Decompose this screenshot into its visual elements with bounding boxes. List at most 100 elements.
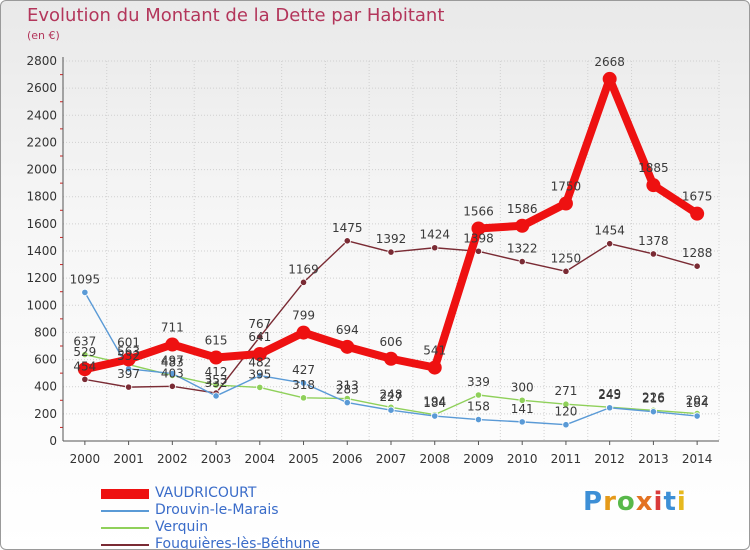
data-point: [168, 382, 176, 390]
y-tick-label: 2400: [26, 108, 57, 122]
data-label: 216: [642, 392, 665, 406]
data-label: 2668: [594, 55, 625, 69]
data-point: [299, 394, 308, 402]
data-point: [562, 400, 570, 408]
data-point: [649, 250, 658, 258]
data-point: [518, 418, 526, 426]
data-label: 202: [686, 394, 709, 408]
data-label: 799: [292, 309, 315, 323]
data-point: [606, 404, 614, 412]
chart-unit: (en €): [27, 29, 60, 42]
data-label: 283: [336, 383, 359, 397]
data-label: 482: [248, 356, 271, 370]
data-label: 1885: [638, 161, 669, 175]
x-tick-label: 2010: [507, 452, 538, 466]
data-label: 1675: [682, 190, 713, 204]
data-label: 412: [205, 365, 228, 379]
legend-swatch: [101, 509, 149, 512]
data-point: [340, 339, 355, 354]
data-point: [649, 408, 658, 416]
data-point: [431, 412, 439, 420]
legend-swatch: [101, 543, 149, 546]
data-point: [387, 248, 395, 256]
data-label: 226: [642, 390, 665, 404]
data-label: 1169: [288, 262, 319, 276]
data-point: [602, 71, 617, 86]
logo-letter: o: [616, 487, 636, 517]
data-point: [125, 383, 133, 391]
y-tick-label: 1400: [26, 244, 57, 258]
data-point: [431, 244, 439, 252]
data-point: [77, 362, 92, 377]
data-point: [384, 351, 398, 366]
data-point: [299, 379, 308, 387]
data-point: [518, 396, 526, 404]
x-tick-label: 2009: [463, 452, 494, 466]
data-point: [387, 406, 395, 414]
data-label: 184: [686, 396, 709, 410]
data-point: [518, 257, 526, 266]
data-point: [256, 333, 264, 341]
data-label: 245: [598, 388, 621, 402]
data-point: [693, 262, 701, 270]
legend-label: Verquin: [155, 519, 209, 535]
data-label: 271: [554, 384, 577, 398]
proxiti-logo: Proxiti: [583, 487, 687, 517]
data-label: 1378: [638, 234, 669, 248]
data-point: [515, 218, 530, 233]
data-label: 248: [380, 387, 403, 401]
data-label: 1095: [70, 272, 101, 286]
data-label: 454: [73, 359, 96, 373]
data-label: 1322: [507, 242, 538, 256]
data-point: [81, 350, 89, 359]
logo-letter: t: [663, 487, 677, 517]
data-point: [121, 352, 136, 367]
x-tick-label: 2012: [594, 452, 625, 466]
data-label: 300: [511, 380, 534, 394]
data-point: [81, 375, 89, 383]
data-label: 529: [73, 345, 96, 359]
data-label: 641: [248, 330, 271, 344]
logo-letter: i: [653, 487, 664, 517]
x-tick-label: 2014: [682, 452, 713, 466]
data-label: 313: [336, 379, 359, 393]
data-point: [427, 360, 442, 375]
data-label: 249: [598, 387, 621, 401]
y-tick-label: 1000: [26, 298, 57, 312]
data-point: [690, 206, 705, 221]
data-point: [212, 381, 220, 389]
data-label: 427: [292, 363, 315, 377]
data-label: 601: [117, 335, 140, 349]
data-point: [168, 369, 176, 378]
chart-title: Evolution du Montant de la Dette par Hab…: [27, 5, 445, 26]
x-tick-label: 2005: [288, 452, 319, 466]
data-point: [606, 240, 614, 248]
data-label: 615: [205, 334, 228, 348]
data-label: 1475: [332, 221, 363, 235]
data-label: 158: [467, 400, 490, 414]
logo-letter: x: [635, 487, 654, 517]
data-point: [474, 415, 483, 424]
data-point: [252, 347, 267, 362]
x-tick-label: 2004: [245, 452, 276, 466]
data-point: [165, 337, 180, 352]
data-point: [256, 371, 264, 380]
data-label: 353: [205, 373, 228, 387]
data-label: 563: [117, 345, 140, 359]
data-label: 1392: [376, 232, 407, 246]
data-label: 1398: [463, 231, 494, 245]
data-point: [558, 196, 573, 211]
y-tick-label: 400: [34, 380, 57, 394]
x-tick-label: 2002: [157, 452, 188, 466]
data-label: 1454: [594, 224, 625, 238]
data-point: [296, 325, 311, 340]
data-label: 184: [423, 396, 446, 410]
data-label: 483: [161, 355, 184, 369]
data-label: 1750: [551, 180, 582, 194]
x-tick-label: 2007: [376, 452, 407, 466]
data-label: 541: [423, 344, 446, 358]
legend-label: Drouvin-le-Marais: [155, 502, 279, 518]
x-tick-label: 2003: [201, 452, 232, 466]
y-tick-label: 200: [34, 407, 57, 421]
